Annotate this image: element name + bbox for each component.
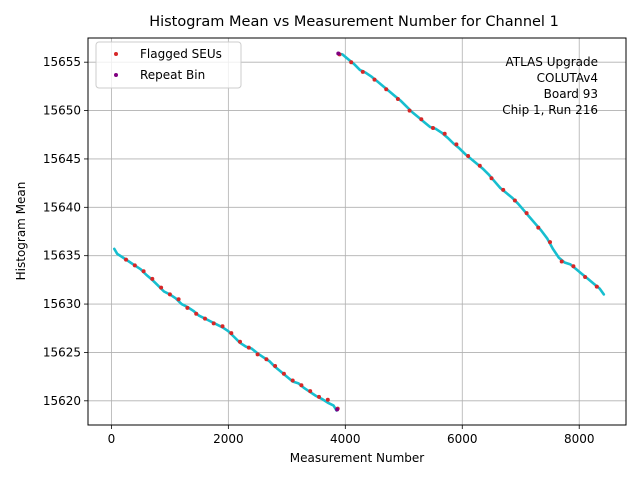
flagged-seus-marker [308, 389, 313, 394]
flagged-seus-marker [124, 257, 128, 262]
annotation-line-4: Chip 1, Run 216 [502, 103, 598, 117]
flagged-seus-marker [571, 264, 576, 269]
y-axis-label: Histogram Mean [14, 182, 28, 281]
annotation-line-1: ATLAS Upgrade [505, 55, 598, 69]
flagged-seus-marker [454, 142, 459, 147]
x-axis-label: Measurement Number [290, 451, 424, 465]
annotation: ATLAS Upgrade COLUTAv4 Board 93 Chip 1, … [502, 55, 598, 117]
x-tick-label: 2000 [213, 432, 244, 446]
y-tick-label: 15625 [43, 345, 81, 359]
flagged-seus-marker [167, 292, 172, 297]
y-tick-label: 15645 [43, 152, 81, 166]
flagged-seus-marker [407, 108, 412, 113]
ticks: 0 2000 4000 6000 8000 15620 15625 15630 15635 156… [43, 55, 595, 446]
repeat-bin-marker [335, 407, 340, 412]
flagged-seus-marker [273, 364, 278, 368]
x-tick-label: 4000 [330, 432, 361, 446]
flagged-seus-marker [442, 131, 447, 136]
flagged-seus-marker [395, 97, 400, 101]
y-tick-label: 15640 [43, 200, 81, 214]
flagged-seus-marker [559, 259, 564, 264]
flagged-seus-marker [360, 69, 365, 74]
flagged-seus-marker [372, 77, 377, 82]
flagged-seus-marker [194, 311, 199, 316]
flagged-seus-marker [264, 357, 269, 362]
flagged-seus-marker [203, 316, 207, 321]
flagged-seus-marker [211, 321, 216, 326]
flagged-seus-marker [281, 371, 286, 376]
annotation-line-2: COLUTAv4 [537, 71, 598, 85]
series-line-segment-2 [336, 52, 606, 296]
flagged-seus-marker [220, 324, 225, 329]
flagged-seus-marker [594, 284, 599, 289]
x-tick-label: 6000 [447, 432, 478, 446]
flagged-seus-marker [255, 352, 260, 357]
y-tick-label: 15655 [43, 55, 81, 69]
x-tick-label: 0 [108, 432, 116, 446]
legend-box [95, 41, 242, 89]
flagged-seus-marker [325, 397, 330, 402]
y-tick-label: 15630 [43, 297, 81, 311]
chart-title: Histogram Mean vs Measurement Number for… [149, 14, 559, 30]
flagged-seus-marker [583, 275, 588, 279]
series-layer [113, 51, 606, 412]
flagged-seus-marker [536, 225, 541, 230]
flagged-seus-marker [477, 163, 482, 168]
grid [88, 38, 626, 425]
repeat-bin-marker [336, 51, 341, 56]
legend-label-repeat-bin: Repeat Bin [140, 68, 205, 82]
flagged-seus-marker [512, 198, 517, 203]
flagged-seus-marker [489, 176, 494, 181]
flagged-seus-marker [176, 297, 181, 302]
legend-label-flagged-seus: Flagged SEUs [140, 47, 222, 61]
legend-marker-repeat-bin [114, 73, 118, 77]
flagged-seus-marker [548, 240, 552, 245]
flagged-seus-marker [501, 187, 506, 192]
flagged-seus-marker [349, 60, 354, 65]
flagged-seus-marker [384, 87, 389, 92]
flagged-seus-marker [150, 276, 155, 281]
flagged-seus-marker [466, 154, 471, 158]
y-tick-label: 15650 [43, 104, 81, 118]
legend: Flagged SEUs Repeat Bin [95, 41, 242, 89]
flagged-seus-marker [159, 285, 164, 290]
plot-frame [87, 37, 627, 426]
flagged-seus-marker [290, 378, 295, 383]
flagged-seus-marker [317, 394, 321, 399]
y-tick-label: 15635 [43, 249, 81, 263]
flagged-seus-marker [132, 263, 137, 268]
flagged-seus-marker [185, 305, 190, 310]
flagged-seus-marker [238, 339, 242, 344]
y-tick-label: 15620 [43, 394, 81, 408]
flagged-seus-marker [229, 331, 234, 336]
flagged-seus-marker [431, 126, 435, 130]
flagged-seus-marker [299, 383, 304, 388]
legend-marker-flagged-seus [114, 52, 118, 56]
x-tick-label: 8000 [564, 432, 595, 446]
flagged-seus-marker [141, 269, 146, 274]
flagged-seus-marker [524, 211, 529, 216]
annotation-line-3: Board 93 [544, 87, 598, 101]
flagged-seus-marker [246, 345, 251, 350]
flagged-seus-marker [419, 117, 424, 122]
